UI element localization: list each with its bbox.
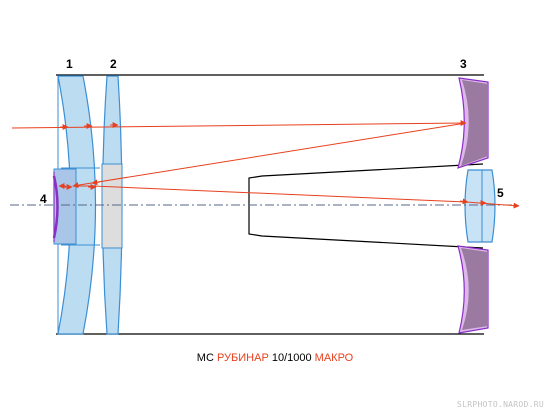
lens-5-element: [464, 169, 496, 243]
watermark: SLRPHOTO.NAROD.RU: [457, 400, 544, 409]
caption-spec: 10/1000: [268, 352, 315, 364]
baffle-tube: [248, 163, 484, 249]
label-lens-2: 2: [110, 57, 117, 71]
diagram-caption: МС РУБИНАР 10/1000 МАКРО: [0, 352, 550, 364]
caption-suffix: МАКРО: [314, 352, 354, 364]
label-mirror-4: 4: [40, 192, 47, 206]
lens-tube-outline: [56, 74, 484, 335]
caption-name: РУБИНАР: [216, 352, 269, 364]
label-mirror-3: 3: [460, 57, 467, 71]
label-lens-1: 1: [66, 57, 73, 71]
caption-prefix: МС: [196, 352, 217, 364]
lens-1-element: [57, 75, 97, 335]
label-lens-5: 5: [497, 186, 504, 200]
